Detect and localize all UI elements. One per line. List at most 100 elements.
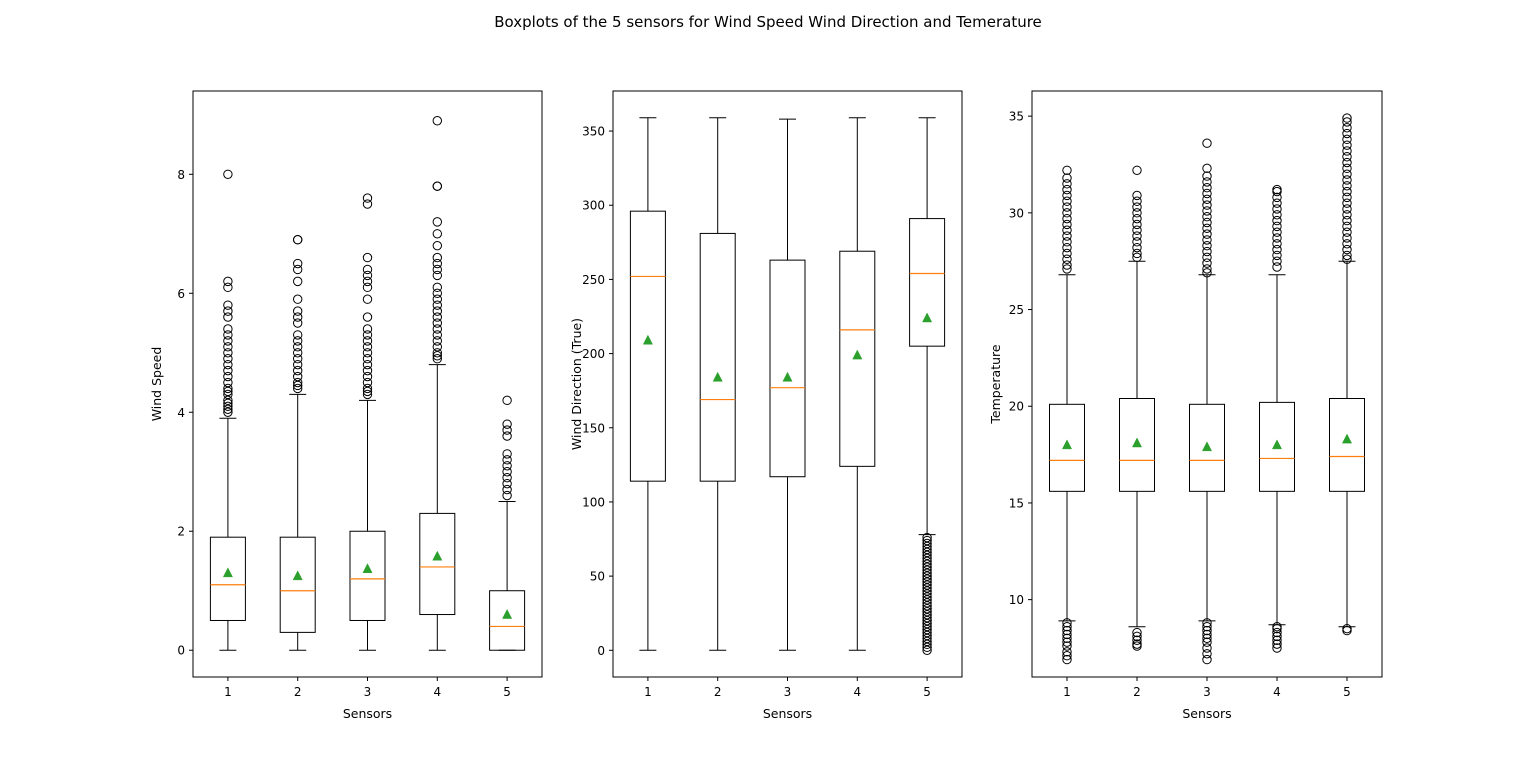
- outlier-point: [1202, 235, 1212, 245]
- outlier-point: [432, 264, 442, 275]
- outlier-point: [1062, 254, 1072, 264]
- outlier-point: [1062, 231, 1072, 241]
- outlier-point: [1202, 625, 1212, 636]
- outlier-point: [1062, 173, 1072, 183]
- outlier-point: [922, 589, 932, 599]
- outlier-point: [293, 312, 303, 322]
- outlier-point: [922, 642, 932, 653]
- outlier-point: [1202, 618, 1212, 628]
- outlier-point: [223, 359, 233, 370]
- outlier-point: [922, 598, 932, 608]
- outlier-point: [432, 288, 442, 298]
- outlier-point: [1342, 244, 1352, 255]
- outlier-point: [1062, 629, 1072, 640]
- outlier-point: [1062, 625, 1072, 636]
- x-tick-label: 4: [853, 685, 861, 699]
- outlier-point: [1062, 654, 1072, 665]
- outlier-point: [1202, 654, 1212, 665]
- outlier-point: [1272, 635, 1282, 645]
- x-tick-label: 5: [923, 685, 931, 699]
- outlier-point: [362, 324, 373, 334]
- outlier-point: [1342, 140, 1352, 150]
- outlier-point: [922, 627, 932, 638]
- outlier-point: [1202, 252, 1212, 263]
- outlier-point: [502, 419, 512, 429]
- outlier-point: [1342, 192, 1352, 203]
- x-tick-label: 4: [433, 685, 441, 699]
- x-tick-label: 3: [1203, 685, 1211, 699]
- outlier-point: [293, 318, 303, 328]
- outlier-point: [1342, 134, 1352, 145]
- outlier-point: [1202, 188, 1212, 199]
- outlier-point: [1342, 198, 1352, 208]
- x-tick-label: 2: [714, 685, 722, 699]
- outlier-point: [1342, 254, 1352, 264]
- outlier-point: [922, 562, 932, 572]
- x-tick-label: 5: [1343, 685, 1351, 699]
- outlier-point: [293, 380, 303, 391]
- outlier-point: [1202, 138, 1212, 148]
- outlier-point: [1342, 157, 1352, 168]
- outlier-point: [1202, 171, 1212, 181]
- x-tick-label: 5: [503, 685, 511, 699]
- y-tick-label: 300: [582, 199, 605, 213]
- y-tick-label: 10: [1009, 593, 1024, 607]
- outlier-point: [1062, 179, 1072, 189]
- mean-marker: [502, 608, 513, 619]
- outlier-point: [1062, 264, 1072, 274]
- outlier-point: [1342, 221, 1352, 232]
- outlier-point: [922, 604, 932, 614]
- outlier-point: [1202, 177, 1212, 187]
- outlier-point: [1342, 210, 1352, 220]
- figure-title: Boxplots of the 5 sensors for Wind Speed…: [494, 13, 1042, 31]
- box-sensor-4: [419, 116, 456, 651]
- x-axis-label: Sensors: [1182, 706, 1231, 721]
- outlier-point: [293, 294, 303, 304]
- outlier-point: [223, 354, 233, 364]
- outlier-point: [922, 645, 932, 655]
- outlier-point: [922, 559, 932, 569]
- outlier-point: [362, 312, 373, 322]
- iqr-box: [1259, 401, 1295, 492]
- outlier-point: [1132, 639, 1142, 649]
- outlier-point: [432, 116, 442, 126]
- outlier-point: [1272, 622, 1282, 632]
- outlier-point: [1342, 623, 1352, 634]
- mean-marker: [1341, 433, 1353, 444]
- outlier-point: [293, 377, 303, 388]
- outlier-point: [1272, 233, 1282, 243]
- outlier-point: [1132, 190, 1142, 201]
- y-tick-label: 8: [177, 168, 185, 182]
- mean-marker: [292, 570, 303, 581]
- outlier-point: [922, 541, 932, 552]
- y-tick-label: 6: [177, 287, 185, 301]
- outlier-point: [223, 404, 233, 414]
- outlier-point: [1272, 631, 1282, 642]
- outlier-point: [1132, 213, 1142, 224]
- outlier-point: [1062, 242, 1072, 253]
- y-tick-label: 200: [582, 347, 605, 361]
- outlier-point: [922, 595, 932, 605]
- outlier-point: [1202, 268, 1212, 278]
- outlier-point: [1202, 182, 1212, 193]
- outlier-point: [922, 565, 932, 575]
- outlier-point: [1062, 208, 1072, 218]
- outlier-point: [432, 229, 442, 239]
- outlier-point: [1062, 165, 1072, 175]
- outlier-point: [922, 547, 932, 558]
- outlier-point: [432, 181, 442, 191]
- outlier-point: [362, 342, 373, 352]
- outlier-point: [1202, 622, 1212, 632]
- outlier-point: [362, 199, 373, 209]
- mean-marker: [1131, 437, 1143, 448]
- box-sensor-3: [1189, 138, 1225, 665]
- outlier-point: [362, 389, 373, 400]
- box-sensor-1: [629, 117, 666, 651]
- outlier-point: [922, 624, 932, 635]
- y-tick-label: 0: [597, 644, 605, 658]
- outlier-point: [922, 538, 932, 549]
- subplot-3: 1 2 3 4 5 10 15 20 25 30 35 Sensors Temperature: [988, 90, 1383, 721]
- outlier-point: [1062, 633, 1072, 644]
